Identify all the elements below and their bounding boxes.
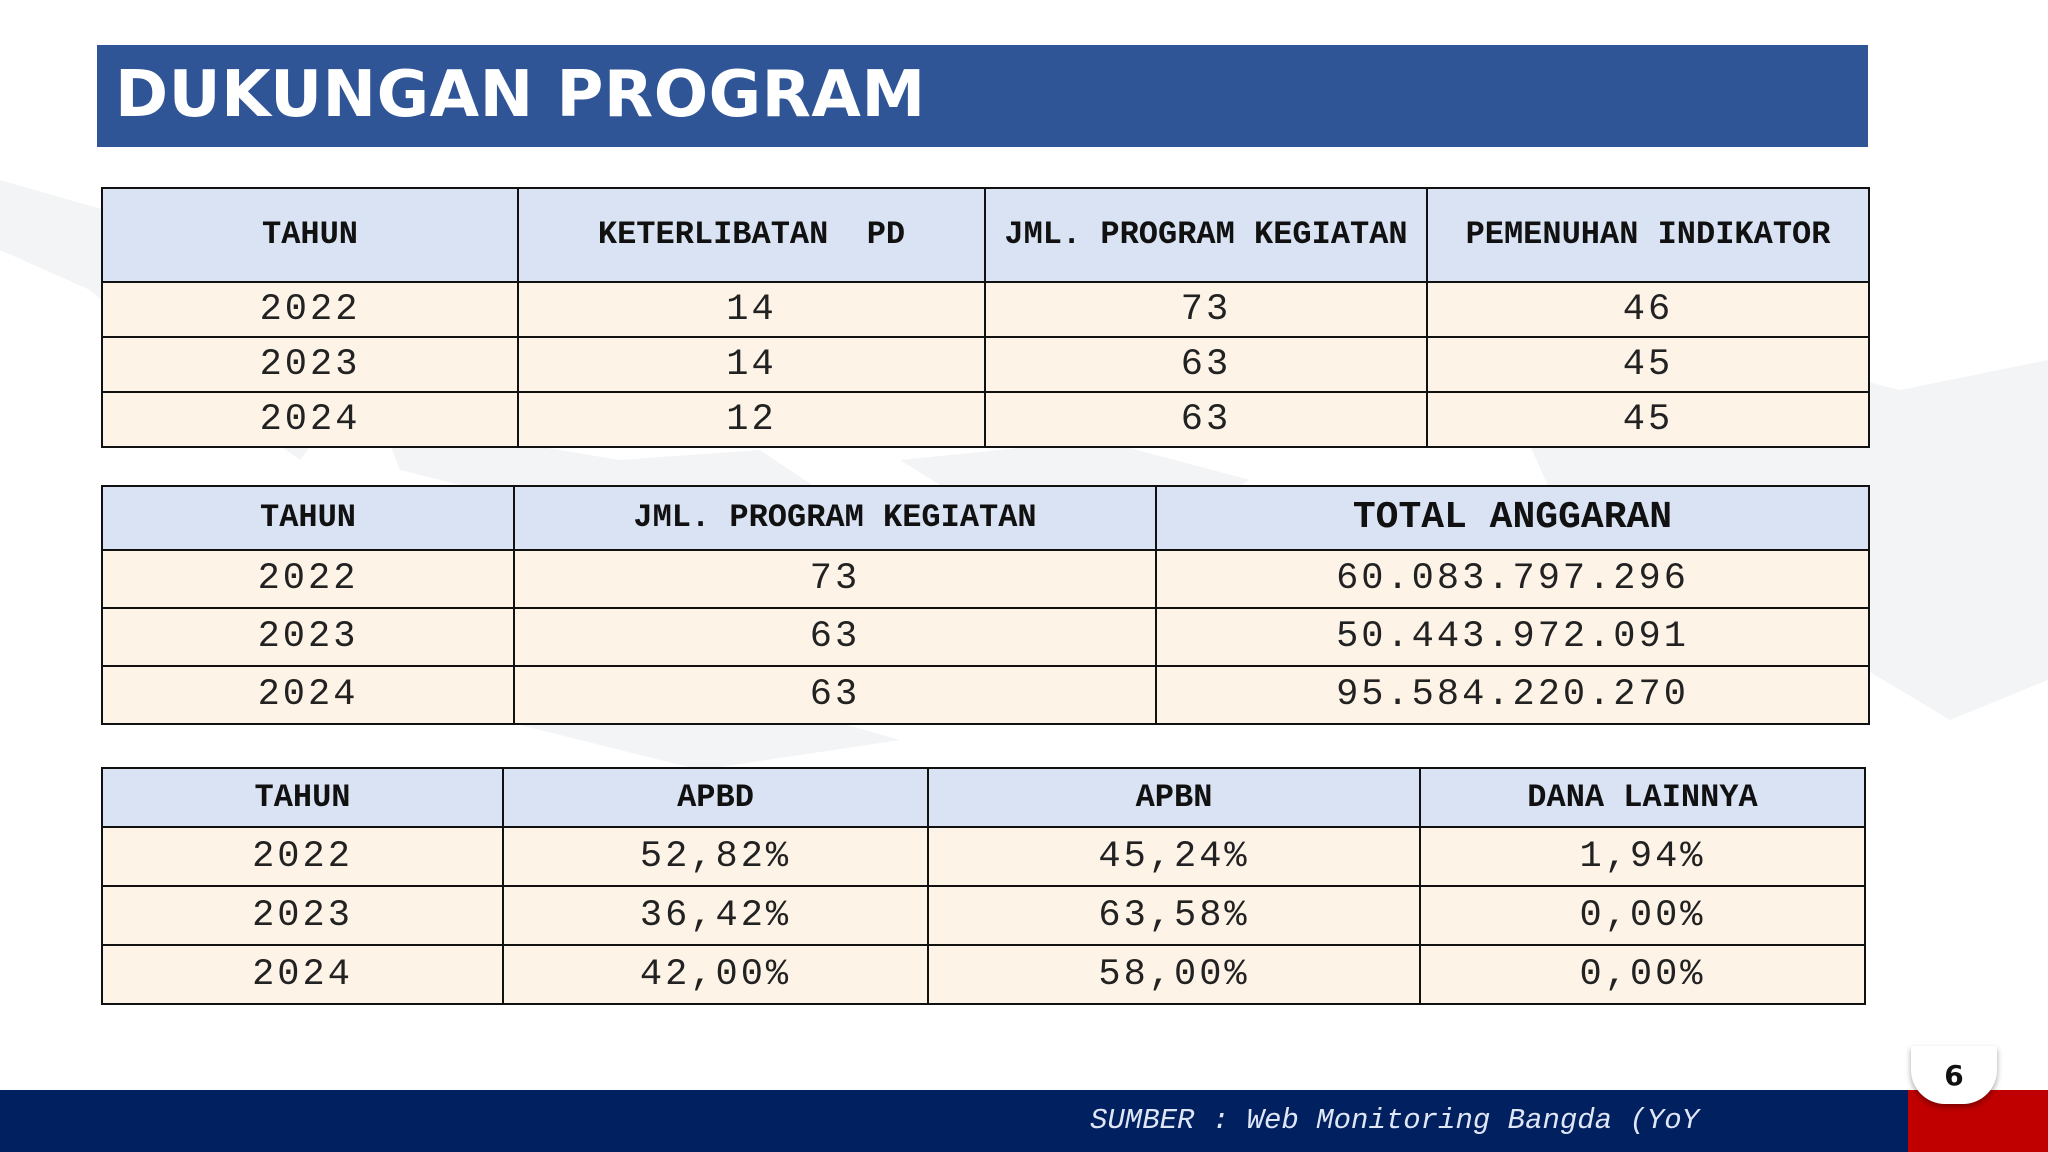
column-header-keterlibatan-pd: KETERLIBATAN PD <box>517 187 986 283</box>
cell-tahun: 2023 <box>101 607 515 667</box>
cell-apbd: 52,82% <box>502 826 929 887</box>
source-note: SUMBER : Web Monitoring Bangda (YoY <box>1090 1104 1700 1137</box>
table-header-row: TAHUN KETERLIBATAN PD JML. PROGRAM KEGIA… <box>101 187 1870 283</box>
cell-apbd: 42,00% <box>502 944 929 1005</box>
column-header-jml-program-kegiatan: JML. PROGRAM KEGIATAN <box>513 485 1157 551</box>
cell-apbn: 45,24% <box>927 826 1421 887</box>
page-number: 6 <box>1911 1046 1997 1104</box>
cell-jml-program: 73 <box>984 281 1428 338</box>
cell-dana-lainnya: 1,94% <box>1419 826 1866 887</box>
column-header-apbn: APBN <box>927 767 1421 828</box>
cell-indikator: 45 <box>1426 391 1870 448</box>
cell-apbn: 63,58% <box>927 885 1421 946</box>
title-bar: DUKUNGAN PROGRAM <box>97 45 1868 147</box>
cell-tahun: 2022 <box>101 549 515 609</box>
cell-total-anggaran: 60.083.797.296 <box>1155 549 1870 609</box>
cell-jml-program: 63 <box>513 607 1157 667</box>
table-keterlibatan: TAHUN KETERLIBATAN PD JML. PROGRAM KEGIA… <box>101 187 1870 448</box>
table-anggaran: TAHUN JML. PROGRAM KEGIATAN TOTAL ANGGAR… <box>101 485 1870 725</box>
cell-total-anggaran: 50.443.972.091 <box>1155 607 1870 667</box>
table-row: 2022 52,82% 45,24% 1,94% <box>101 826 1866 887</box>
column-header-total-anggaran: TOTAL ANGGARAN <box>1155 485 1870 551</box>
table-row: 2023 63 50.443.972.091 <box>101 607 1870 667</box>
cell-apbd: 36,42% <box>502 885 929 946</box>
table-row: 2022 73 60.083.797.296 <box>101 549 1870 609</box>
column-header-apbd: APBD <box>502 767 929 828</box>
cell-keterlibatan: 14 <box>517 336 986 393</box>
cell-tahun: 2022 <box>101 826 504 887</box>
table-row: 2022 14 73 46 <box>101 281 1870 338</box>
cell-jml-program: 63 <box>513 665 1157 725</box>
page-title: DUKUNGAN PROGRAM <box>115 58 926 132</box>
column-header-tahun: TAHUN <box>101 187 519 283</box>
cell-keterlibatan: 14 <box>517 281 986 338</box>
cell-jml-program: 73 <box>513 549 1157 609</box>
table-sumber-dana: TAHUN APBD APBN DANA LAINNYA 2022 52,82%… <box>101 767 1866 1005</box>
table-row: 2024 63 95.584.220.270 <box>101 665 1870 725</box>
cell-dana-lainnya: 0,00% <box>1419 885 1866 946</box>
cell-indikator: 45 <box>1426 336 1870 393</box>
cell-tahun: 2024 <box>101 665 515 725</box>
column-header-tahun: TAHUN <box>101 767 504 828</box>
cell-tahun: 2023 <box>101 336 519 393</box>
column-header-tahun: TAHUN <box>101 485 515 551</box>
cell-tahun: 2024 <box>101 391 519 448</box>
cell-tahun: 2023 <box>101 885 504 946</box>
column-header-dana-lainnya: DANA LAINNYA <box>1419 767 1866 828</box>
cell-tahun: 2022 <box>101 281 519 338</box>
table-row: 2023 14 63 45 <box>101 336 1870 393</box>
table-header-row: TAHUN JML. PROGRAM KEGIATAN TOTAL ANGGAR… <box>101 485 1870 551</box>
cell-jml-program: 63 <box>984 336 1428 393</box>
cell-apbn: 58,00% <box>927 944 1421 1005</box>
table-row: 2024 42,00% 58,00% 0,00% <box>101 944 1866 1005</box>
table-header-row: TAHUN APBD APBN DANA LAINNYA <box>101 767 1866 828</box>
cell-total-anggaran: 95.584.220.270 <box>1155 665 1870 725</box>
column-header-pemenuhan-indikator: PEMENUHAN INDIKATOR <box>1426 187 1870 283</box>
cell-tahun: 2024 <box>101 944 504 1005</box>
cell-dana-lainnya: 0,00% <box>1419 944 1866 1005</box>
footer-bar <box>0 1090 1908 1152</box>
cell-indikator: 46 <box>1426 281 1870 338</box>
cell-keterlibatan: 12 <box>517 391 986 448</box>
cell-jml-program: 63 <box>984 391 1428 448</box>
table-row: 2023 36,42% 63,58% 0,00% <box>101 885 1866 946</box>
column-header-jml-program-kegiatan: JML. PROGRAM KEGIATAN <box>984 187 1428 283</box>
table-row: 2024 12 63 45 <box>101 391 1870 448</box>
